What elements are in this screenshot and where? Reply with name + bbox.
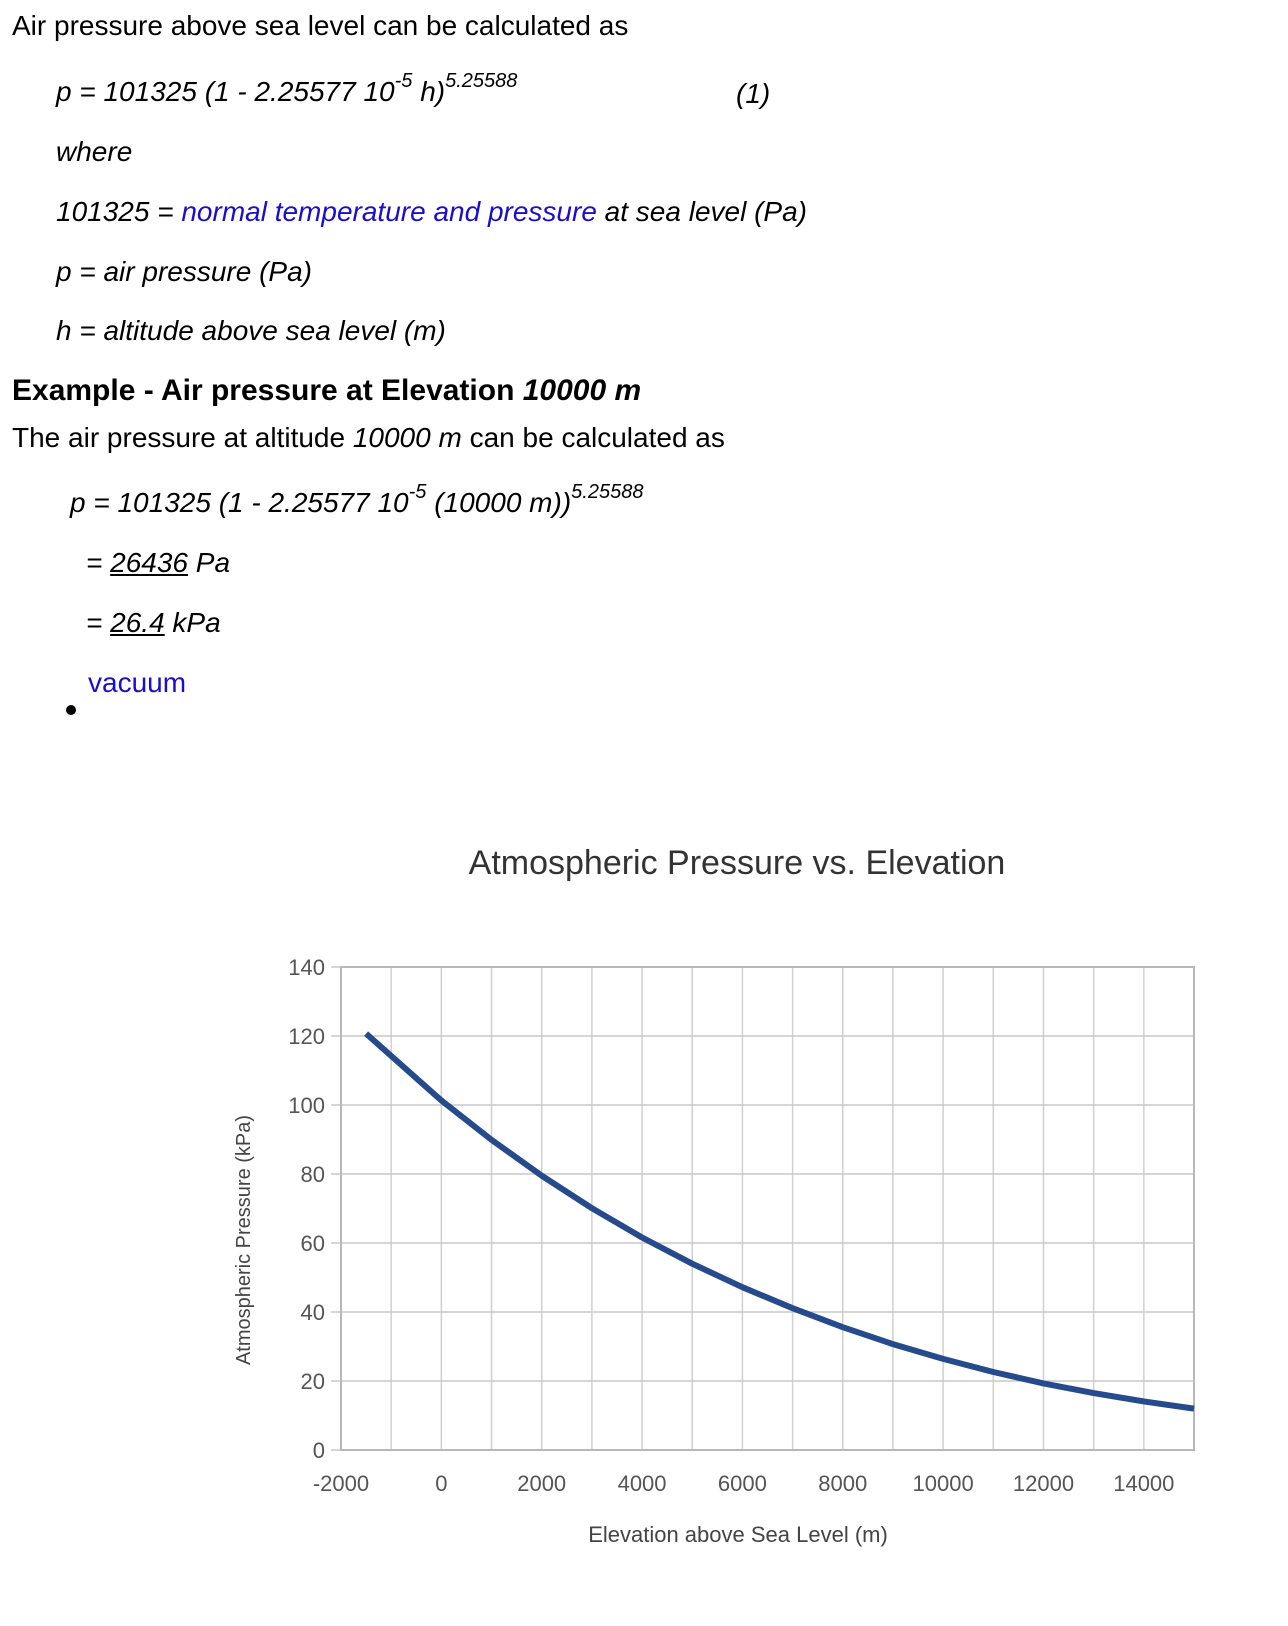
result-pa-value: 26436 <box>110 547 189 578</box>
result-kpa-unit: kPa <box>164 607 221 638</box>
definition-sea-level-prefix: 101325 = <box>56 196 182 227</box>
formula-mid: h) <box>412 76 446 107</box>
formula-exponent-2: 5.25588 <box>445 70 518 92</box>
example-text-suffix: can be calculated as <box>461 422 725 453</box>
result-kpa-eq: = <box>86 607 111 638</box>
y-tick-label: 120 <box>288 1024 325 1049</box>
y-tick-label: 80 <box>301 1162 325 1187</box>
intro-text: Air pressure above sea level can be calc… <box>12 10 629 41</box>
pressure-series-line <box>364 1031 1195 1412</box>
x-tick-label: 10000 <box>913 1471 974 1496</box>
calc-mid: (10000 m)) <box>426 487 572 518</box>
y-tick-label: 40 <box>301 1300 325 1325</box>
definition-sea-level-suffix: at sea level (Pa) <box>596 196 807 227</box>
x-tick-label: 12000 <box>1013 1471 1074 1496</box>
definition-pressure: p = air pressure (Pa) <box>56 256 312 287</box>
y-tick-label: 100 <box>288 1093 325 1118</box>
example-text-value: 10000 m <box>352 422 462 453</box>
x-tick-label: 4000 <box>618 1471 667 1496</box>
definition-sea-level: 101325 = normal temperature and pressure… <box>56 196 807 228</box>
y-axis-label: Atmospheric Pressure (kPa) <box>233 1115 255 1365</box>
formula-exponent-1: -5 <box>394 70 413 92</box>
vacuum-link[interactable]: vacuum <box>88 667 187 698</box>
result-pa-unit: Pa <box>188 547 231 578</box>
example-heading-value: 10000 m <box>522 374 642 407</box>
plot-frame <box>340 966 1195 1451</box>
bullet-dot <box>66 705 76 715</box>
x-axis-label: Elevation above Sea Level (m) <box>588 1522 888 1547</box>
ntp-link[interactable]: normal temperature and pressure <box>181 196 597 227</box>
definition-altitude: h = altitude above sea level (m) <box>56 315 446 346</box>
where-label: where <box>56 136 133 167</box>
example-text: The air pressure at altitude 10000 m can… <box>12 422 725 454</box>
pressure-formula: p = 101325 (1 - 2.25577 10-5 h)5.25588 <box>56 70 517 108</box>
formula-lead: p = 101325 (1 - 2.25577 10 <box>56 76 395 107</box>
result-kpa: = 26.4 kPa <box>86 607 221 639</box>
example-heading-text: Example - Air pressure at Elevation <box>12 374 523 407</box>
equation-number: (1) <box>736 78 771 109</box>
calc-exponent-1: -5 <box>408 481 427 503</box>
x-tick-label: 0 <box>435 1471 447 1496</box>
x-tick-label: -2000 <box>313 1471 369 1496</box>
calc-lead: p = 101325 (1 - 2.25577 10 <box>70 487 409 518</box>
x-tick-label: 2000 <box>517 1471 566 1496</box>
chart-title: Atmospheric Pressure vs. Elevation <box>469 844 1006 882</box>
calc-exponent-2: 5.25588 <box>571 481 644 503</box>
pressure-chart: Atmospheric Pressure vs. Elevation Atmos… <box>233 844 1195 1547</box>
x-tick-label: 8000 <box>818 1471 867 1496</box>
y-tick-label: 140 <box>288 955 325 980</box>
x-tick-label: 14000 <box>1113 1471 1174 1496</box>
result-pa: = 26436 Pa <box>86 547 230 579</box>
y-tick-label: 0 <box>313 1438 325 1463</box>
result-kpa-value: 26.4 <box>110 607 165 638</box>
example-calculation: p = 101325 (1 - 2.25577 10-5 (10000 m))5… <box>70 481 643 519</box>
x-tick-label: 6000 <box>718 1471 767 1496</box>
y-tick-label: 20 <box>301 1369 325 1394</box>
result-pa-eq: = <box>86 547 111 578</box>
example-text-prefix: The air pressure at altitude <box>12 422 353 453</box>
example-heading: Example - Air pressure at Elevation 1000… <box>12 374 641 408</box>
y-tick-label: 60 <box>301 1231 325 1256</box>
